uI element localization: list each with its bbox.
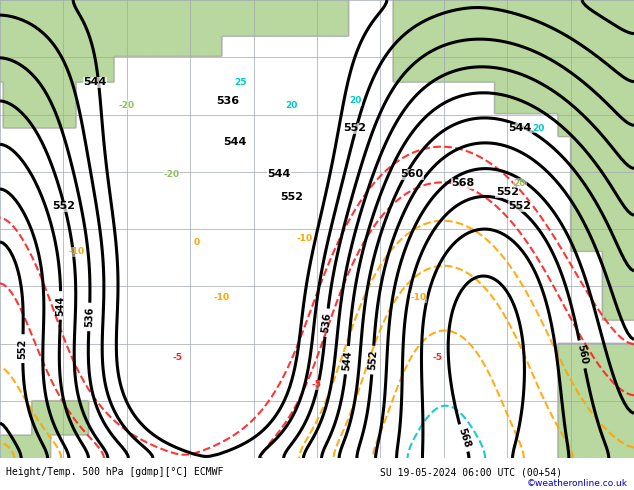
Text: 544: 544 [508,123,531,133]
Text: 560: 560 [575,343,589,366]
Text: 544: 544 [223,137,246,147]
Text: 552: 552 [18,339,28,359]
Text: -20: -20 [119,101,135,110]
Text: 20: 20 [514,179,526,188]
Text: -10: -10 [68,247,84,256]
Text: 25: 25 [235,78,247,87]
Text: 20: 20 [349,97,361,105]
Text: 536: 536 [84,307,94,327]
Text: -5: -5 [432,353,443,362]
Text: 568: 568 [451,178,474,188]
Text: 536: 536 [320,312,333,333]
Text: 552: 552 [367,350,378,370]
Text: 560: 560 [401,169,424,179]
Text: 568: 568 [456,427,472,449]
Text: Height/Temp. 500 hPa [gdmp][°C] ECMWF: Height/Temp. 500 hPa [gdmp][°C] ECMWF [6,467,224,477]
Text: 20: 20 [533,124,545,133]
Text: 544: 544 [341,349,353,371]
Text: 544: 544 [56,295,66,316]
Text: -5: -5 [312,380,322,390]
Text: 0: 0 [193,238,200,247]
Text: -20: -20 [163,170,179,178]
Text: ©weatheronline.co.uk: ©weatheronline.co.uk [527,479,628,489]
Text: 20: 20 [285,101,298,110]
Text: -10: -10 [410,294,427,302]
Text: 552: 552 [496,187,519,197]
Text: 544: 544 [84,77,107,88]
Text: 552: 552 [280,192,303,202]
Text: 544: 544 [268,169,290,179]
Text: -10: -10 [296,234,313,243]
Text: 536: 536 [217,96,240,106]
Text: -5: -5 [172,353,183,362]
Text: -10: -10 [214,294,230,302]
Text: 552: 552 [344,123,366,133]
Text: 552: 552 [508,201,531,211]
Text: SU 19-05-2024 06:00 UTC (00+54): SU 19-05-2024 06:00 UTC (00+54) [380,467,562,477]
Text: 552: 552 [52,201,75,211]
